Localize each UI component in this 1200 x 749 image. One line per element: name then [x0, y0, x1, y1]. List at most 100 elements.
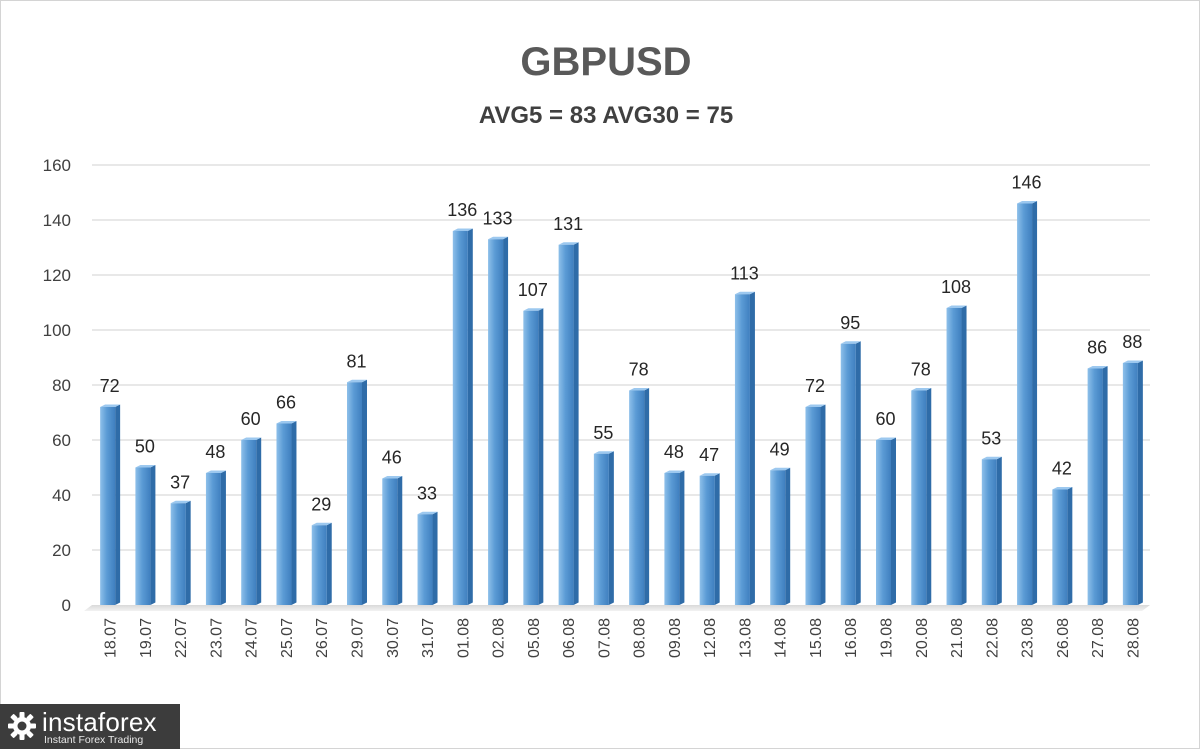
data-label: 60	[241, 409, 261, 429]
bar-top	[699, 473, 720, 476]
bar-top	[558, 242, 579, 245]
data-label: 72	[100, 376, 120, 396]
bar-side	[432, 511, 438, 605]
bar-top	[1017, 201, 1038, 204]
bar-side	[961, 305, 967, 605]
data-label: 66	[276, 393, 296, 413]
data-label: 113	[730, 263, 759, 283]
data-label: 33	[417, 483, 437, 503]
bar-side	[291, 421, 297, 605]
data-label: 133	[483, 208, 513, 228]
data-label: 42	[1052, 459, 1072, 479]
bar-top	[840, 341, 861, 344]
bar-top	[417, 511, 438, 515]
x-tick-label: 13.08	[737, 618, 754, 658]
data-label: 72	[805, 376, 825, 396]
bar-top	[770, 467, 791, 471]
bar	[488, 239, 504, 605]
x-tick-label: 09.08	[667, 618, 684, 658]
bar	[981, 459, 997, 605]
bar-side	[714, 473, 720, 605]
bar-side	[150, 465, 156, 605]
x-tick-label: 26.07	[314, 618, 331, 658]
bar-side	[749, 291, 755, 605]
x-tick-label: 08.08	[632, 618, 649, 658]
bar	[100, 407, 116, 605]
bar	[1087, 368, 1103, 605]
bar-top	[347, 379, 367, 383]
x-tick-label: 22.07	[173, 618, 190, 658]
bar	[946, 308, 962, 605]
bar-side	[608, 451, 614, 605]
data-label: 88	[1122, 332, 1142, 352]
bar	[452, 231, 468, 605]
data-label: 78	[629, 360, 649, 380]
bar-top	[593, 451, 614, 454]
bar	[629, 390, 645, 605]
x-tick-label: 19.08	[879, 618, 896, 658]
y-tick-label: 60	[52, 431, 71, 450]
data-label: 95	[840, 313, 860, 333]
chart-subtitle: AVG5 = 83 AVG30 = 75	[478, 102, 734, 129]
bar-side	[891, 437, 896, 605]
bar-side	[467, 228, 473, 605]
data-label: 81	[346, 351, 366, 371]
x-tick-label: 29.07	[350, 618, 367, 658]
x-tick-label: 21.08	[949, 618, 966, 658]
chart-floor	[84, 605, 1150, 611]
bar-side	[926, 388, 932, 605]
bar-side	[538, 308, 544, 605]
gear-icon	[8, 712, 36, 740]
y-tick-label: 100	[43, 321, 71, 340]
bar	[170, 503, 186, 605]
bar-side	[644, 388, 650, 605]
bar	[805, 407, 821, 605]
data-label: 29	[311, 494, 331, 514]
data-label: 50	[135, 437, 155, 457]
bar	[1017, 203, 1033, 605]
data-label: 131	[553, 214, 583, 234]
data-label: 107	[518, 280, 548, 300]
bar	[664, 473, 680, 605]
x-tick-label: 14.08	[773, 618, 790, 658]
bar	[593, 453, 609, 605]
data-label: 60	[875, 409, 895, 429]
bar	[558, 244, 574, 605]
instaforex-logo: instaforex Instant Forex Trading	[0, 704, 180, 749]
bar-top	[946, 305, 967, 308]
data-label: 49	[770, 439, 790, 459]
x-tick-label: 20.08	[914, 618, 931, 658]
bar-side	[855, 341, 861, 605]
bar-side	[996, 456, 1002, 605]
y-tick-label: 40	[52, 486, 71, 505]
bar-side	[1067, 487, 1073, 605]
bar	[311, 525, 327, 605]
x-tick-label: 06.08	[561, 618, 578, 658]
bar-side	[220, 470, 226, 605]
x-tick-label: 26.08	[1055, 618, 1072, 658]
bar-side	[185, 500, 191, 605]
data-label: 46	[382, 448, 402, 468]
x-tick-label: 27.08	[1090, 618, 1107, 658]
bar-side	[503, 236, 509, 605]
bar-top	[241, 437, 262, 440]
bar-side	[1102, 366, 1108, 605]
bar	[417, 514, 433, 605]
x-tick-label: 16.08	[843, 618, 860, 658]
bar	[276, 423, 292, 605]
data-label: 86	[1087, 338, 1107, 358]
logo-name: instaforex	[42, 707, 157, 737]
x-tick-label: 30.07	[385, 618, 402, 658]
bar-top	[1052, 487, 1073, 490]
bar-side	[573, 242, 579, 605]
bar-top	[805, 404, 826, 407]
bar-side	[679, 470, 685, 605]
bar-top	[135, 465, 156, 468]
bar-side	[326, 522, 332, 605]
data-label: 55	[593, 423, 613, 443]
bar-top	[911, 388, 932, 391]
bar-top	[452, 228, 473, 231]
bar-side	[397, 476, 403, 605]
